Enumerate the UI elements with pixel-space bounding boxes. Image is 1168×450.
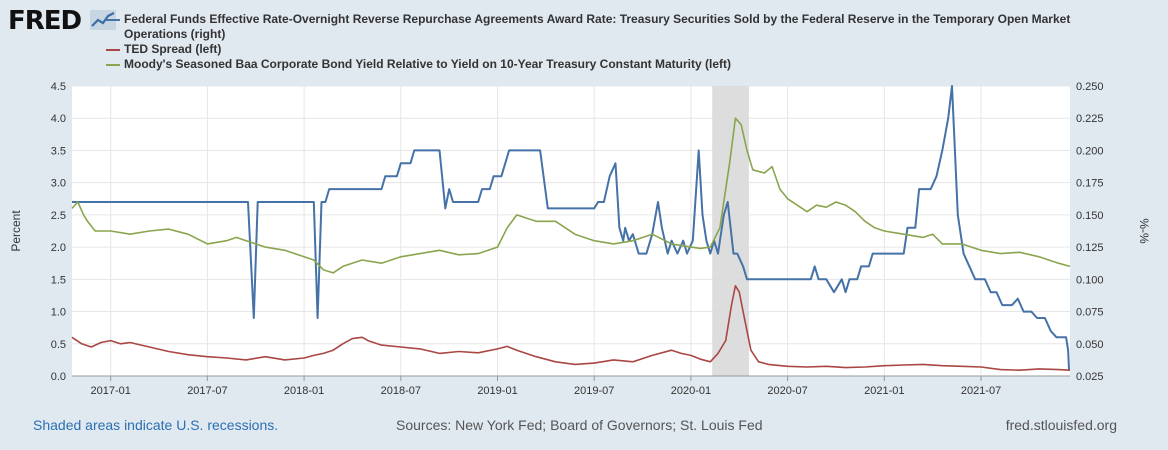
y-left-tick-label: 2.5	[51, 210, 66, 222]
legend-swatch-baa-spread	[106, 64, 120, 66]
y-right-tick-label: 0.225	[1076, 113, 1104, 125]
y-right-tick-label: 0.025	[1076, 371, 1104, 383]
x-tick-label: 2021-07	[961, 385, 1001, 397]
y-left-tick-label: 1.0	[51, 307, 66, 319]
x-tick-label: 2018-01	[284, 385, 324, 397]
sources-text: Sources: New York Fed; Board of Governor…	[396, 417, 763, 433]
y-right-tick-label: 0.250	[1076, 81, 1104, 93]
series-line-ffr-rrp[interactable]	[72, 85, 1070, 371]
legend-swatch-ted-spread	[106, 49, 120, 51]
y-left-tick-label: 0.5	[51, 339, 66, 351]
y-left-tick-label: 1.5	[51, 274, 66, 286]
series-line-baa-spread[interactable]	[71, 117, 1071, 274]
legend-entry-ted-spread[interactable]: TED Spread (left)	[106, 42, 222, 57]
y-right-tick-label: 0.125	[1076, 242, 1104, 254]
y-left-tick-label: 0.0	[51, 371, 66, 383]
y-right-tick-label: 0.150	[1076, 210, 1104, 222]
y-right-tick-label: 0.100	[1076, 274, 1104, 286]
chart-header: FRED Federal Funds Effective Rate-Overni…	[0, 0, 1168, 88]
fred-logo[interactable]: FRED	[8, 6, 82, 36]
site-link[interactable]: fred.stlouisfed.org	[1005, 417, 1117, 433]
series-layer	[71, 85, 1071, 372]
series-line-ted-spread[interactable]	[71, 284, 1071, 372]
legend-swatch-ffr-rrp	[106, 19, 120, 21]
y-left-tick-label: 4.0	[51, 113, 66, 125]
x-tick-label: 2021-01	[864, 385, 904, 397]
y-left-tick-label: 4.5	[51, 81, 66, 93]
legend-label-ted-spread: TED Spread (left)	[124, 42, 222, 56]
recession-note-link[interactable]: Shaded areas indicate U.S. recessions.	[33, 417, 279, 433]
x-tick-label: 2017-01	[90, 385, 130, 397]
y-left-tick-label: 3.5	[51, 145, 66, 157]
y-left-tick-label: 3.0	[51, 178, 66, 190]
x-tick-label: 2018-07	[381, 385, 421, 397]
axis-layer: 0.0 0.5 1.0 1.5 2.0 2.5 3.0 3.5 4.0 4.5 0.025 0.050…	[51, 81, 1104, 397]
x-tick-label: 2019-01	[477, 385, 517, 397]
y-axis-left-title: Percent	[9, 210, 23, 252]
y-axis-right-title: %-%	[1137, 218, 1151, 244]
legend-label-ffr-rrp: Federal Funds Effective Rate-Overnight R…	[124, 12, 1071, 41]
y-right-tick-label: 0.050	[1076, 339, 1104, 351]
legend-entry-ffr-rrp[interactable]: Federal Funds Effective Rate-Overnight R…	[106, 12, 1104, 42]
y-right-tick-label: 0.200	[1076, 145, 1104, 157]
legend-entry-baa-spread[interactable]: Moody's Seasoned Baa Corporate Bond Yiel…	[106, 57, 731, 72]
x-tick-label: 2020-01	[671, 385, 711, 397]
fred-logo-chart-icon	[90, 10, 116, 30]
y-right-tick-label: 0.175	[1076, 178, 1104, 190]
chart-svg[interactable]: 0.0 0.5 1.0 1.5 2.0 2.5 3.0 3.5 4.0 4.5 0.025 0.050…	[0, 0, 1168, 410]
y-right-tick-label: 0.075	[1076, 307, 1104, 319]
x-tick-label: 2019-07	[574, 385, 614, 397]
x-tick-label: 2020-07	[767, 385, 807, 397]
y-left-tick-label: 2.0	[51, 242, 66, 254]
x-tick-label: 2017-07	[187, 385, 227, 397]
legend-label-baa-spread: Moody's Seasoned Baa Corporate Bond Yiel…	[124, 57, 731, 71]
